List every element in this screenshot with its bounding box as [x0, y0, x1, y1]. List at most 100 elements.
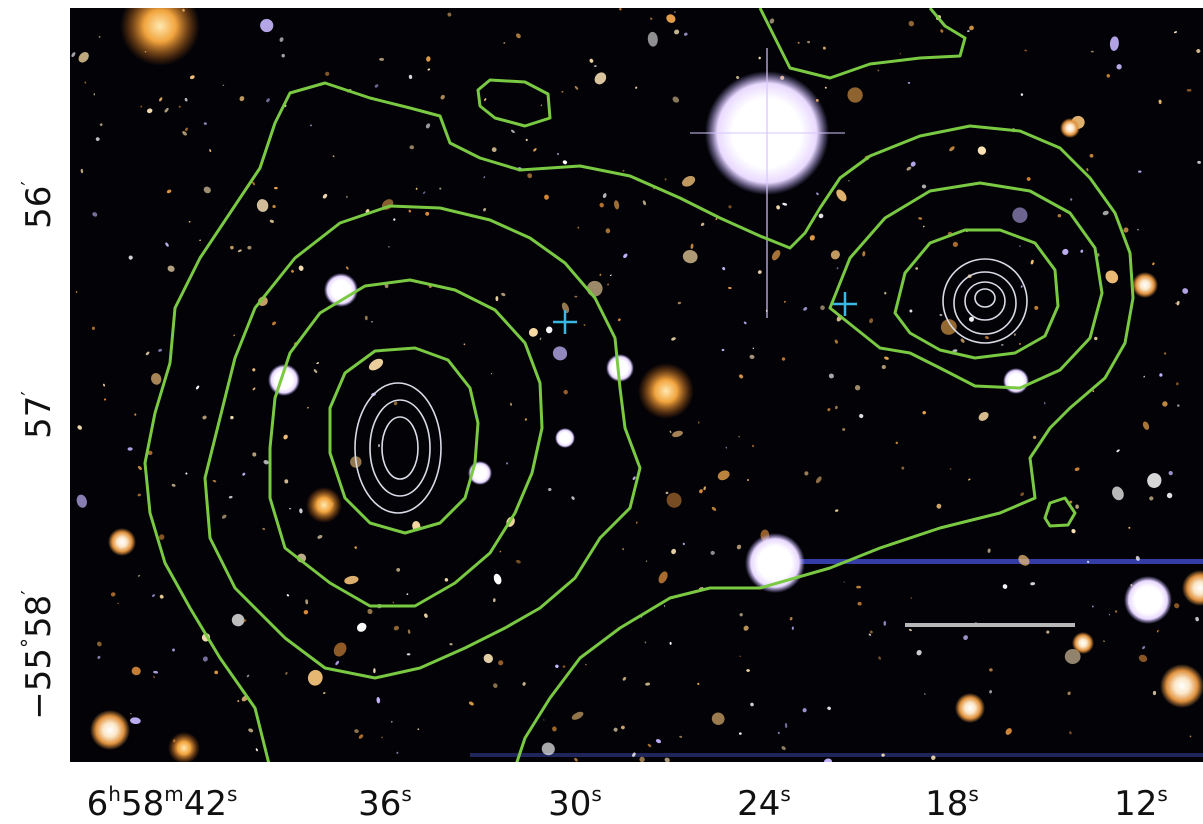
- galaxy: [556, 152, 560, 156]
- galaxy: [908, 628, 912, 632]
- galaxy: [924, 693, 926, 695]
- galaxy: [1046, 630, 1050, 634]
- galaxy: [978, 411, 989, 421]
- xray-contours: [354, 258, 1028, 514]
- galaxy: [490, 372, 493, 375]
- galaxy: [346, 266, 349, 270]
- galaxy: [151, 594, 156, 597]
- galaxy: [499, 550, 502, 553]
- galaxy: [305, 599, 309, 605]
- galaxy: [562, 665, 566, 668]
- galaxy: [743, 625, 749, 631]
- galaxy: [1143, 375, 1145, 378]
- galaxy: [317, 534, 323, 539]
- galaxy: [75, 291, 78, 293]
- galaxy: [483, 207, 487, 212]
- galaxy: [195, 385, 200, 390]
- galaxy: [506, 462, 509, 465]
- galaxy: [617, 318, 621, 322]
- galaxy: [984, 336, 989, 340]
- galaxy: [440, 94, 445, 100]
- galaxy: [747, 479, 749, 481]
- galaxy: [1086, 560, 1090, 564]
- galaxy: [233, 334, 236, 337]
- galaxy: [1074, 467, 1080, 471]
- galaxy: [931, 755, 936, 760]
- galaxy: [137, 493, 141, 497]
- galaxy: [1116, 64, 1122, 70]
- galaxy: [262, 527, 264, 530]
- galaxy: [868, 633, 872, 636]
- galaxy: [545, 326, 553, 334]
- galaxy: [571, 496, 575, 500]
- galaxy: [231, 613, 245, 627]
- galaxy: [862, 251, 866, 257]
- galaxy: [952, 241, 959, 248]
- galaxy: [97, 655, 101, 659]
- galaxy: [1057, 213, 1062, 218]
- galaxy: [682, 542, 685, 546]
- galaxy: [658, 571, 668, 584]
- galaxy-field: [71, 8, 1201, 762]
- galaxy: [738, 732, 742, 735]
- galaxy: [916, 650, 922, 656]
- galaxy: [493, 683, 498, 688]
- mass-contour-outer: [143, 81, 1135, 762]
- galaxy: [103, 398, 107, 401]
- galaxy: [710, 550, 715, 555]
- galaxy: [949, 468, 952, 470]
- galaxy: [1080, 249, 1084, 253]
- galaxy: [711, 506, 717, 511]
- galaxy: [209, 149, 212, 153]
- galaxy: [552, 726, 557, 732]
- galaxy: [533, 148, 537, 152]
- galaxy: [645, 560, 648, 562]
- galaxy: [1164, 352, 1167, 355]
- galaxy: [367, 608, 373, 615]
- galaxy: [1114, 610, 1118, 613]
- galaxy: [589, 58, 594, 63]
- galaxy: [498, 660, 504, 666]
- galaxy: [522, 682, 526, 686]
- galaxy: [165, 242, 169, 247]
- galaxy: [1090, 50, 1094, 53]
- galaxy: [750, 702, 754, 707]
- galaxy: [989, 668, 993, 672]
- galaxy: [721, 348, 725, 352]
- galaxy: [781, 746, 786, 751]
- galaxy: [1026, 177, 1031, 181]
- galaxy: [96, 641, 102, 647]
- galaxy: [1128, 526, 1131, 529]
- galaxy: [827, 706, 831, 711]
- galaxy: [758, 56, 761, 60]
- galaxy: [322, 193, 328, 199]
- galaxy: [393, 218, 396, 221]
- galaxy: [425, 123, 431, 129]
- galaxy: [602, 193, 607, 199]
- galaxy: [117, 602, 119, 605]
- galaxy: [635, 521, 638, 524]
- galaxy: [555, 664, 559, 669]
- galaxy: [599, 273, 602, 276]
- galaxy: [717, 470, 730, 481]
- galaxy: [158, 348, 163, 352]
- galaxy: [110, 592, 116, 597]
- galaxy: [310, 124, 312, 127]
- galaxy: [237, 700, 240, 703]
- galaxy: [140, 105, 143, 108]
- galaxy: [1020, 492, 1025, 497]
- galaxy: [859, 413, 864, 419]
- galaxy: [203, 186, 211, 194]
- galaxy: [1024, 49, 1028, 52]
- galaxy: [700, 222, 705, 227]
- galaxy: [406, 653, 411, 656]
- galaxy: [425, 211, 430, 216]
- galaxy: [781, 357, 786, 361]
- galaxy: [923, 225, 925, 228]
- galaxy: [599, 202, 604, 208]
- galaxy: [665, 491, 669, 495]
- galaxy: [354, 546, 357, 549]
- galaxy: [820, 305, 825, 311]
- galaxy: [1175, 302, 1177, 305]
- galaxy: [619, 8, 622, 11]
